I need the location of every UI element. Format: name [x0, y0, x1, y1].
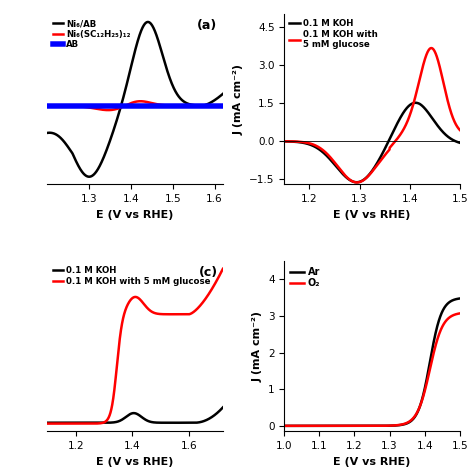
X-axis label: E (V vs RHE): E (V vs RHE)	[333, 456, 411, 466]
X-axis label: E (V vs RHE): E (V vs RHE)	[96, 456, 174, 466]
Legend: 0.1 M KOH, 0.1 M KOH with 5 mM glucose: 0.1 M KOH, 0.1 M KOH with 5 mM glucose	[52, 265, 212, 286]
X-axis label: E (V vs RHE): E (V vs RHE)	[333, 210, 411, 220]
Legend: Ni₆/AB, Ni₆(SC₁₂H₂₅)₁₂, AB: Ni₆/AB, Ni₆(SC₁₂H₂₅)₁₂, AB	[52, 18, 132, 50]
Text: (c): (c)	[199, 266, 218, 279]
Legend: 0.1 M KOH, 0.1 M KOH with
5 mM glucose: 0.1 M KOH, 0.1 M KOH with 5 mM glucose	[289, 18, 379, 50]
Legend: Ar, O₂: Ar, O₂	[289, 266, 321, 289]
Y-axis label: J (mA cm⁻²): J (mA cm⁻²)	[252, 311, 263, 382]
Text: (a): (a)	[197, 19, 218, 32]
Y-axis label: J (mA cm⁻²): J (mA cm⁻²)	[234, 64, 244, 135]
X-axis label: E (V vs RHE): E (V vs RHE)	[96, 210, 174, 220]
